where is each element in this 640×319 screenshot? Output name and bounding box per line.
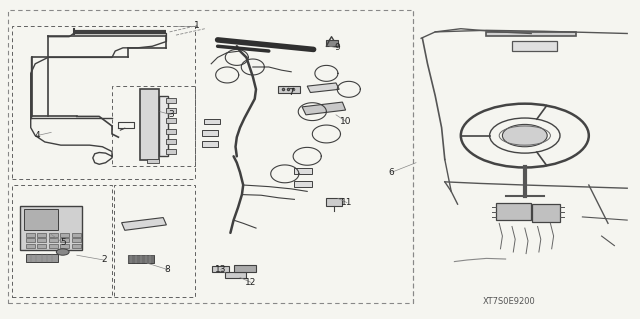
Polygon shape (60, 244, 69, 248)
Polygon shape (166, 98, 176, 103)
Circle shape (502, 124, 547, 147)
Text: 12: 12 (245, 278, 257, 287)
Text: XT7S0E9200: XT7S0E9200 (483, 297, 535, 306)
Polygon shape (159, 96, 168, 156)
Text: 5: 5 (60, 238, 65, 247)
Polygon shape (72, 244, 81, 248)
Polygon shape (512, 41, 557, 51)
Text: 8: 8 (165, 265, 170, 274)
Polygon shape (140, 89, 159, 160)
Polygon shape (225, 272, 246, 278)
Polygon shape (24, 209, 58, 230)
Polygon shape (60, 238, 69, 242)
Polygon shape (60, 233, 69, 237)
Polygon shape (486, 32, 576, 36)
Polygon shape (37, 244, 46, 248)
Polygon shape (166, 129, 176, 134)
Polygon shape (26, 233, 35, 237)
Polygon shape (49, 244, 58, 248)
Polygon shape (49, 238, 58, 242)
Polygon shape (20, 206, 82, 250)
Polygon shape (49, 233, 58, 237)
Circle shape (56, 249, 69, 255)
Polygon shape (166, 139, 176, 144)
Polygon shape (326, 198, 342, 206)
Text: 7: 7 (289, 88, 294, 97)
Polygon shape (37, 233, 46, 237)
Polygon shape (122, 218, 166, 230)
Polygon shape (496, 203, 531, 220)
Polygon shape (202, 130, 218, 136)
Polygon shape (234, 265, 256, 272)
Text: 6: 6 (389, 168, 394, 177)
Polygon shape (532, 204, 560, 222)
Text: 13: 13 (215, 265, 227, 274)
Polygon shape (294, 181, 312, 187)
Polygon shape (278, 86, 300, 93)
Polygon shape (166, 108, 176, 113)
Polygon shape (166, 118, 176, 123)
Polygon shape (307, 83, 339, 93)
Polygon shape (26, 238, 35, 242)
Text: 11: 11 (341, 198, 353, 207)
Polygon shape (294, 168, 312, 174)
Polygon shape (212, 266, 229, 272)
Text: 4: 4 (35, 131, 40, 140)
Polygon shape (204, 119, 220, 124)
Polygon shape (147, 159, 159, 163)
Text: 9: 9 (335, 43, 340, 52)
Polygon shape (202, 141, 218, 147)
Polygon shape (26, 244, 35, 248)
Polygon shape (72, 238, 81, 242)
Polygon shape (326, 40, 338, 46)
Polygon shape (128, 255, 154, 263)
Polygon shape (37, 238, 46, 242)
Polygon shape (166, 149, 176, 154)
Text: 2: 2 (101, 256, 106, 264)
Text: 3: 3 (169, 110, 174, 119)
Polygon shape (72, 233, 81, 237)
Text: 1: 1 (195, 21, 200, 30)
Polygon shape (26, 254, 58, 262)
Text: 10: 10 (340, 117, 351, 126)
Polygon shape (302, 102, 346, 115)
